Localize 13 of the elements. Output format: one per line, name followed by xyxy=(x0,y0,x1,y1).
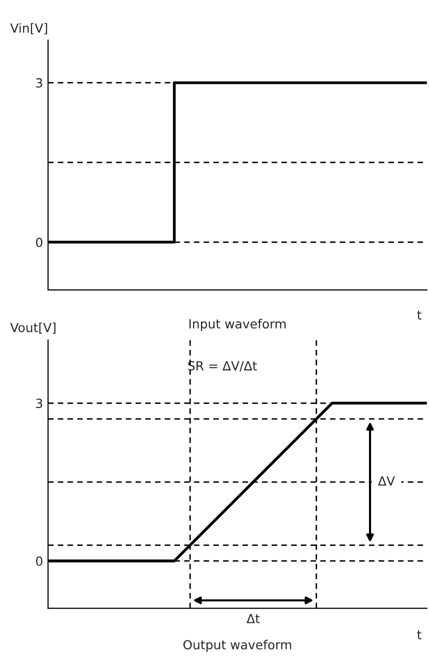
annotation: SR = ΔV/Δt xyxy=(188,361,257,372)
text: Output waveform xyxy=(183,640,292,652)
text: Input waveform xyxy=(189,318,286,331)
text: Δt xyxy=(246,614,260,624)
y-axis-title: Vout[V] xyxy=(10,322,56,334)
y-tick-label: 3 xyxy=(36,78,42,88)
y-tick-label: 0 xyxy=(36,556,42,566)
y-tick-label: 0 xyxy=(36,238,42,248)
annotation: ΔV xyxy=(378,476,395,486)
x-axis-title: t xyxy=(417,630,422,640)
y-axis-title: Vin[V] xyxy=(10,23,48,34)
y-tick-label: 3 xyxy=(36,398,42,408)
x-axis-title: t xyxy=(417,310,422,320)
